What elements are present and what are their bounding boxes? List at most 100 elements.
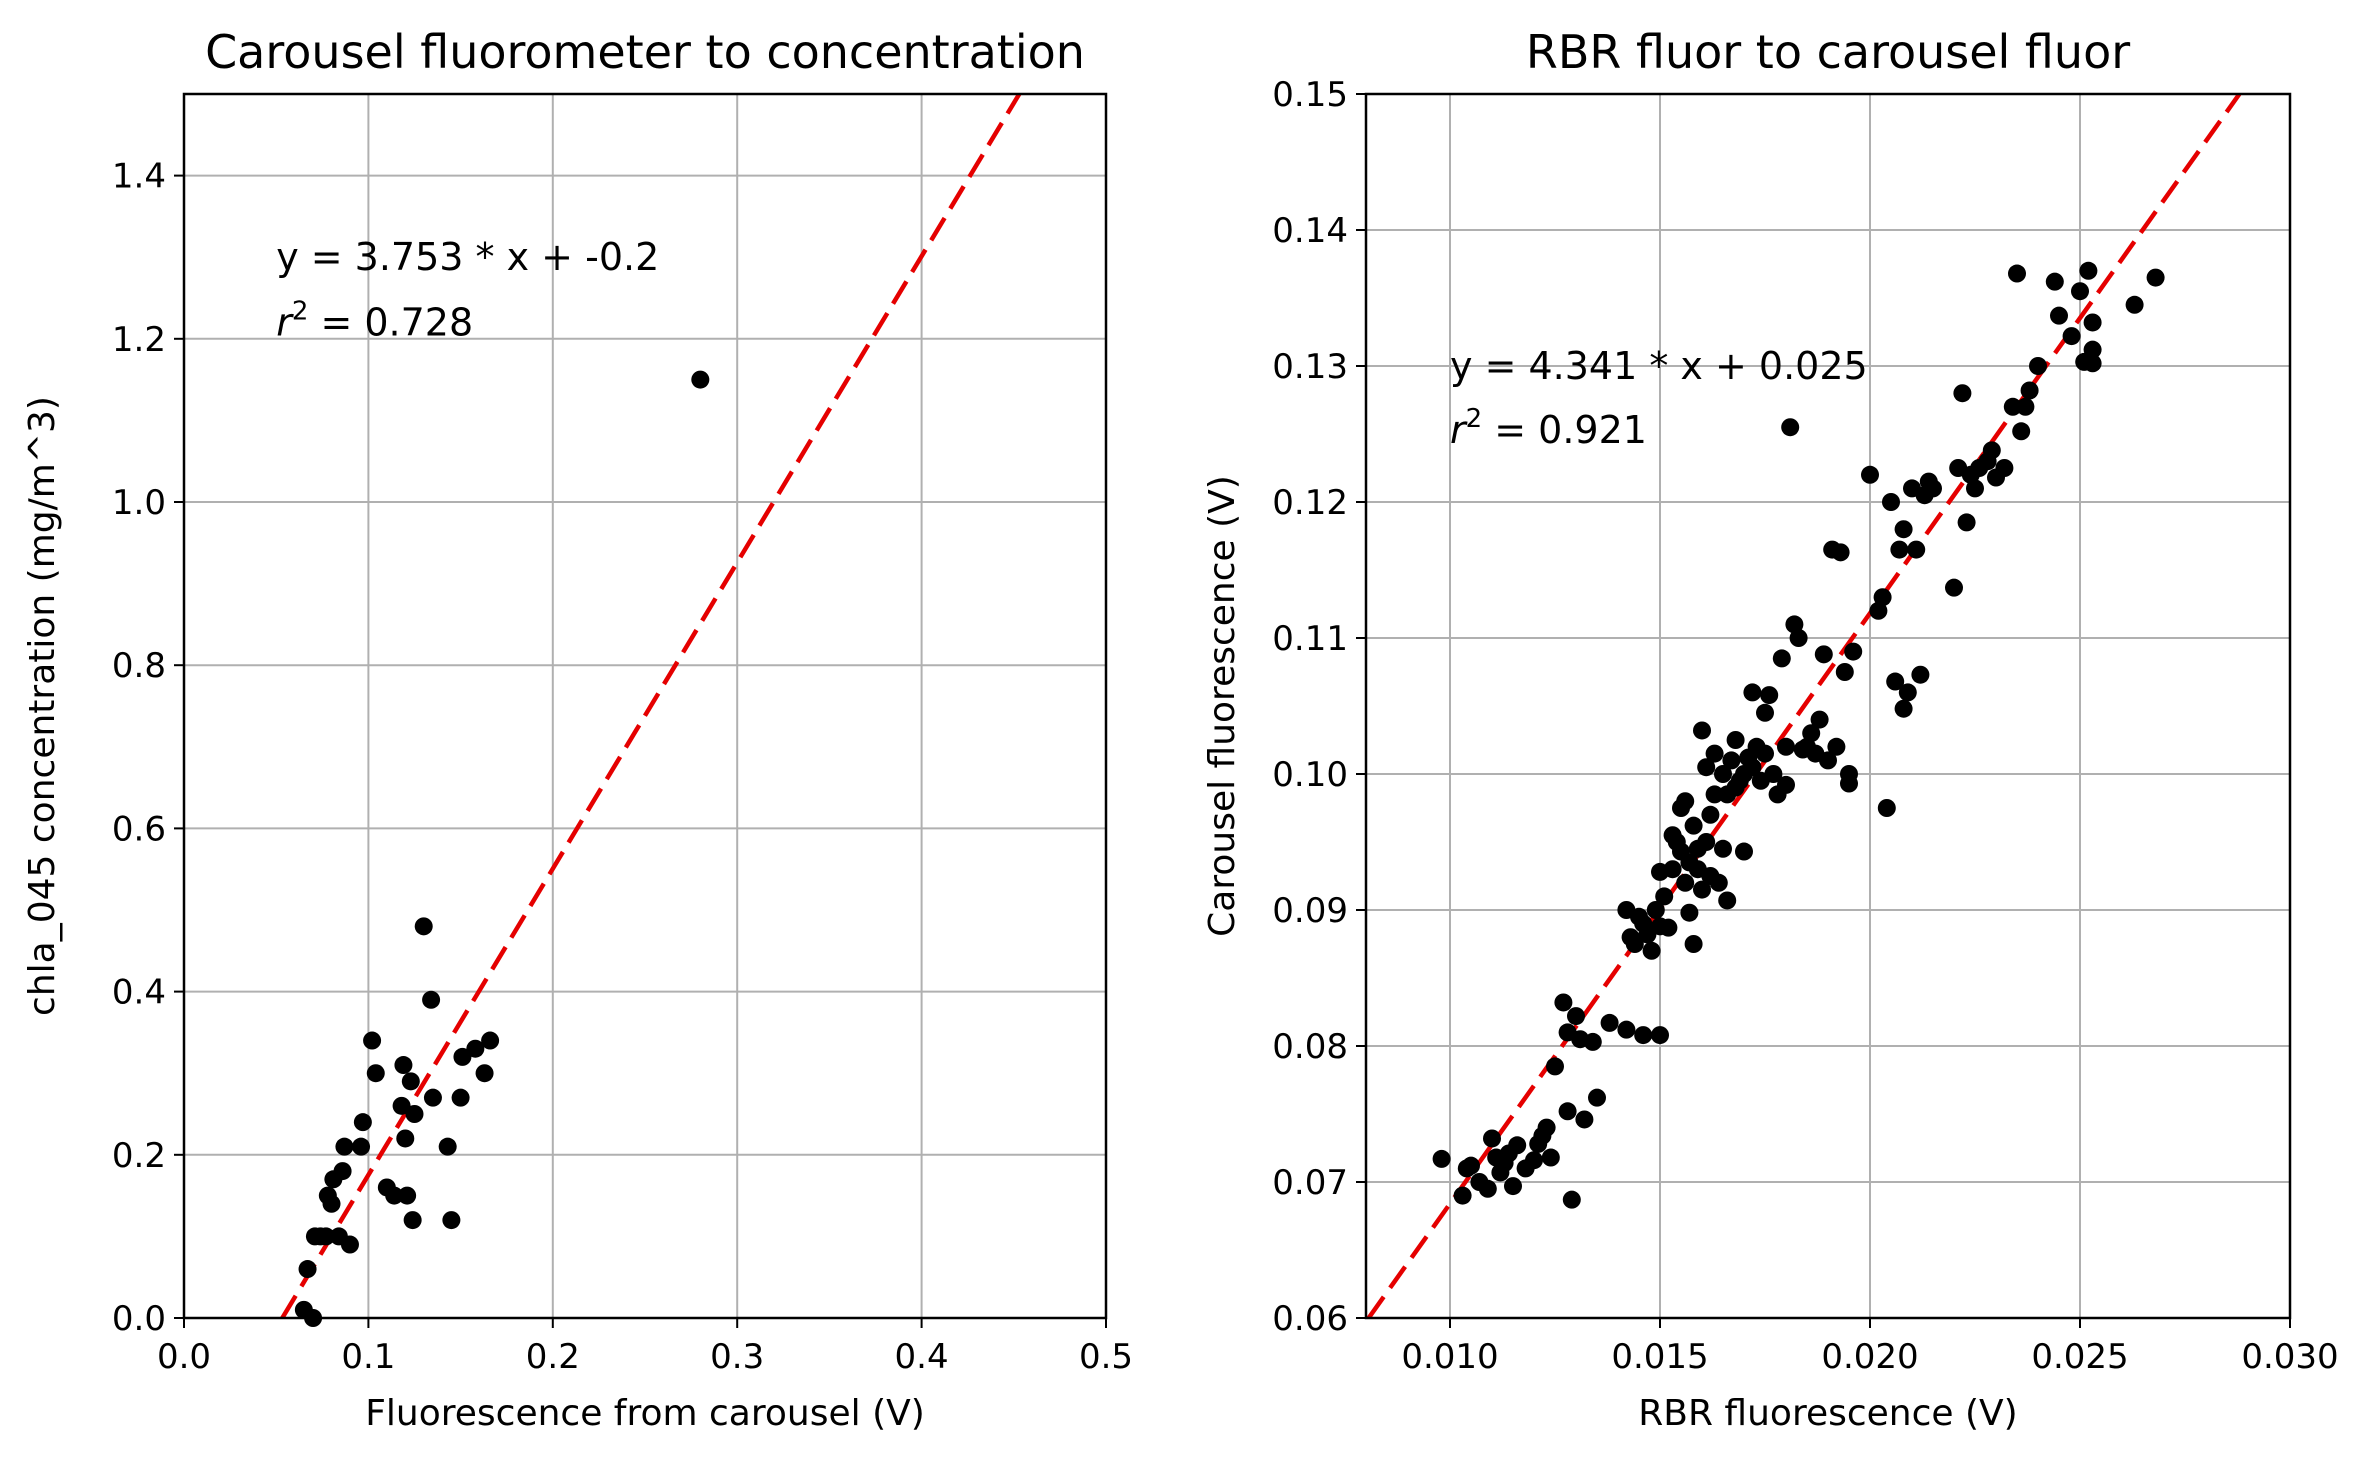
- right-data-point: [1726, 731, 1745, 749]
- right-ticks: 0.010 0.015 0.020 0.025 0.030 0.06 0.07 0.08 0.0…: [1272, 75, 2338, 1377]
- right-data-point: [1684, 816, 1703, 835]
- right-data-point: [1982, 441, 2001, 460]
- right-data-point: [1714, 839, 1732, 858]
- right-data-point: [2012, 422, 2031, 441]
- right-data-point: [1642, 941, 1661, 960]
- right-data-point: [1504, 1177, 1522, 1196]
- right-data-point: [1651, 1026, 1669, 1045]
- left-data-point: [392, 1096, 411, 1115]
- right-x-tick-label: 0.020: [1821, 1337, 1918, 1377]
- right-data-point: [1634, 1026, 1653, 1045]
- left-data-point: [691, 370, 710, 389]
- right-data-point: [1743, 683, 1762, 702]
- left-data-point: [481, 1031, 500, 1050]
- right-y-tick-label: 0.11: [1272, 619, 1348, 659]
- left-data-point: [398, 1186, 417, 1205]
- right-data-point: [1861, 465, 1879, 484]
- right-data-point: [1886, 672, 1905, 691]
- right-data-point: [2071, 282, 2089, 301]
- left-data-point: [333, 1162, 352, 1181]
- right-data-point: [1772, 649, 1791, 668]
- left-x-tick-label: 0.2: [526, 1337, 580, 1377]
- left-y-tick-label: 0.6: [112, 809, 166, 849]
- right-data-point: [1966, 479, 1984, 498]
- right-data-point: [1814, 645, 1833, 664]
- right-data-point: [1777, 775, 1795, 794]
- right-data-point: [1789, 629, 1808, 647]
- right-data-point: [1777, 737, 1795, 756]
- left-panel: 0.0 0.1 0.2 0.3 0.4 0.5 0.0 0.2 0.4 0.6 0.8 1.0 1.2 1…: [22, 25, 1133, 1434]
- left-data-point: [405, 1105, 424, 1123]
- right-data-point: [1945, 578, 1963, 597]
- right-data-point: [1588, 1088, 1606, 1107]
- right-data-point: [1676, 792, 1695, 811]
- right-data-point: [1894, 699, 1913, 718]
- right-y-tick-label: 0.09: [1272, 891, 1348, 931]
- left-points: [294, 370, 710, 1327]
- left-y-tick-label: 0.8: [112, 646, 166, 686]
- right-panel: 0.010 0.015 0.020 0.025 0.030 0.06 0.07 0.08 0.0…: [1202, 25, 2339, 1434]
- right-y-tick-label: 0.06: [1272, 1299, 1348, 1339]
- right-chart-title: RBR fluor to carousel fluor: [1526, 25, 2130, 79]
- left-data-point: [385, 1186, 404, 1205]
- right-data-point: [1680, 903, 1699, 922]
- right-data-point: [1890, 540, 1909, 559]
- right-data-point: [1924, 479, 1942, 498]
- right-data-point: [1911, 665, 1930, 684]
- right-data-point: [1709, 873, 1728, 892]
- right-data-point: [1525, 1151, 1543, 1170]
- right-y-tick-label: 0.08: [1272, 1027, 1348, 1067]
- left-ticks: 0.0 0.1 0.2 0.3 0.4 0.5 0.0 0.2 0.4 0.6 0.8 1.0 1.2 1…: [112, 157, 1133, 1377]
- right-data-point: [1617, 1020, 1636, 1039]
- right-data-point: [1785, 615, 1804, 634]
- right-data-point: [1676, 873, 1695, 892]
- left-data-point: [353, 1113, 372, 1132]
- right-data-point: [1554, 993, 1573, 1012]
- right-data-point: [1953, 384, 1972, 403]
- right-data-point: [1483, 1129, 1501, 1148]
- right-x-axis-label: RBR fluorescence (V): [1638, 1393, 2017, 1434]
- right-data-point: [2045, 272, 2064, 291]
- right-data-point: [1705, 744, 1724, 763]
- right-data-point: [1684, 935, 1703, 953]
- left-data-point: [414, 917, 433, 936]
- left-data-point: [438, 1137, 457, 1156]
- right-data-point: [1827, 737, 1846, 756]
- right-data-point: [2020, 381, 2039, 400]
- right-data-point: [1995, 459, 2014, 477]
- right-data-point: [1693, 880, 1711, 899]
- right-data-point: [2146, 268, 2165, 287]
- left-data-point: [340, 1235, 359, 1254]
- left-data-point: [466, 1039, 485, 1058]
- right-data-point: [1701, 805, 1720, 824]
- right-data-point: [1882, 493, 1900, 511]
- right-data-point: [1697, 833, 1716, 851]
- right-fit-line-group: [1366, 94, 2242, 1318]
- left-data-point: [401, 1072, 420, 1091]
- left-r2-value: = 0.728: [308, 300, 473, 344]
- right-data-point: [1835, 663, 1854, 681]
- right-data-point: [1743, 758, 1762, 777]
- right-y-tick-label: 0.15: [1272, 75, 1348, 115]
- left-y-tick-label: 1.2: [112, 320, 166, 360]
- right-data-point: [2083, 354, 2102, 373]
- right-data-point: [1575, 1110, 1594, 1129]
- right-data-point: [1735, 842, 1753, 861]
- left-data-point: [475, 1064, 494, 1083]
- right-data-point: [1810, 710, 1829, 729]
- left-data-point: [363, 1031, 382, 1050]
- right-data-point: [1583, 1032, 1602, 1051]
- right-x-tick-label: 0.030: [2241, 1337, 2338, 1377]
- left-r2-annotation: r2 = 0.728: [276, 296, 473, 344]
- right-data-point: [1877, 799, 1896, 817]
- right-data-point: [1663, 860, 1682, 879]
- left-y-tick-label: 0.2: [112, 1136, 166, 1176]
- right-data-point: [1756, 744, 1774, 763]
- right-y-tick-label: 0.13: [1272, 347, 1348, 387]
- right-data-point: [1873, 588, 1892, 607]
- left-data-point: [316, 1227, 335, 1246]
- left-y-tick-label: 0.0: [112, 1299, 166, 1339]
- right-data-point: [1894, 520, 1913, 539]
- left-plot-frame: [182, 92, 1108, 1320]
- right-data-point: [1764, 765, 1783, 783]
